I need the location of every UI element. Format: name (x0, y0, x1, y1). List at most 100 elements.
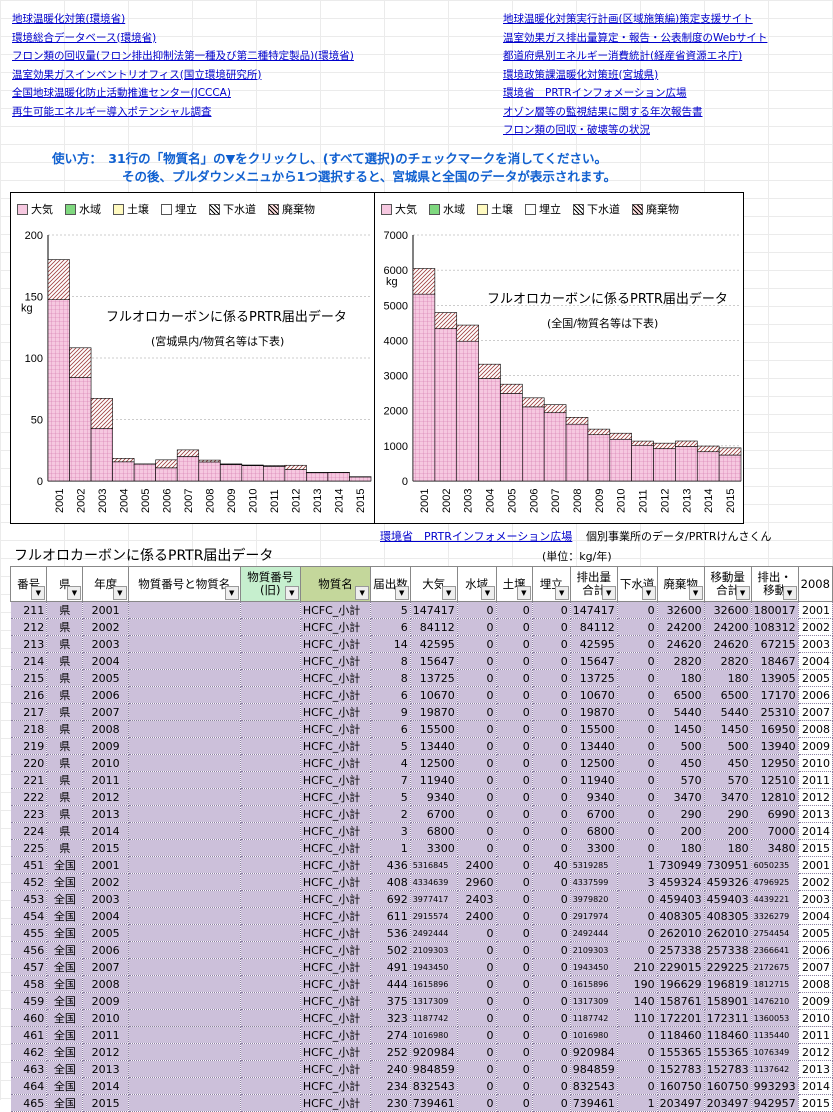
table-cell[interactable]: 152783 (657, 1061, 704, 1078)
table-cell[interactable]: 2109303 (570, 942, 617, 959)
table-cell[interactable]: 730949 (657, 857, 704, 874)
table-cell[interactable]: HCFC_小計 (300, 1027, 370, 1044)
table-cell[interactable]: 118460 (657, 1027, 704, 1044)
table-cell[interactable] (240, 772, 300, 789)
table-cell[interactable]: 692 (371, 891, 411, 908)
table-cell[interactable]: HCFC_小計 (300, 755, 370, 772)
table-cell[interactable]: 220 (11, 755, 47, 772)
table-cell[interactable]: 県 (47, 636, 83, 653)
table-cell[interactable]: 2820 (704, 653, 751, 670)
table-cell[interactable]: 6 (371, 619, 411, 636)
table-cell[interactable]: 0 (496, 874, 532, 891)
table-cell[interactable]: 0 (617, 840, 657, 857)
table-cell[interactable]: 7 (371, 772, 411, 789)
table-cell[interactable]: 32600 (657, 602, 704, 619)
table-cell[interactable] (128, 636, 240, 653)
table-cell[interactable]: 2012 (83, 789, 128, 806)
table-cell[interactable]: 190 (617, 976, 657, 993)
table-cell[interactable]: 県 (47, 704, 83, 721)
table-cell[interactable]: 0 (496, 1027, 532, 1044)
table-cell[interactable]: 0 (532, 636, 570, 653)
table-cell[interactable] (240, 653, 300, 670)
table-cell[interactable]: 2001 (83, 602, 128, 619)
table-cell[interactable]: 0 (532, 1061, 570, 1078)
table-cell[interactable]: 0 (532, 704, 570, 721)
table-cell[interactable]: 2001 (798, 602, 832, 619)
table-cell[interactable]: 2014 (83, 1078, 128, 1095)
table-cell[interactable]: 0 (532, 959, 570, 976)
table-cell[interactable]: 0 (496, 976, 532, 993)
table-cell[interactable]: 0 (457, 738, 496, 755)
table-cell[interactable]: 0 (532, 1095, 570, 1112)
table-cell[interactable]: 4334639 (410, 874, 457, 891)
table-cell[interactable]: HCFC_小計 (300, 823, 370, 840)
table-cell[interactable]: 12510 (751, 772, 798, 789)
table-cell[interactable]: 920984 (570, 1044, 617, 1061)
table-cell[interactable] (240, 959, 300, 976)
table-cell[interactable]: 3977417 (410, 891, 457, 908)
table-cell[interactable]: 0 (617, 704, 657, 721)
table-cell[interactable]: 229225 (704, 959, 751, 976)
table-cell[interactable]: 5 (371, 602, 411, 619)
table-cell[interactable]: HCFC_小計 (300, 959, 370, 976)
table-cell[interactable]: 455 (11, 925, 47, 942)
table-cell[interactable]: 0 (617, 602, 657, 619)
table-cell[interactable]: 0 (617, 806, 657, 823)
table-cell[interactable]: 全国 (47, 1095, 83, 1112)
table-cell[interactable]: HCFC_小計 (300, 1078, 370, 1095)
table-cell[interactable]: 1 (371, 840, 411, 857)
table-cell[interactable]: 17170 (751, 687, 798, 704)
table-cell[interactable]: 1 (617, 1095, 657, 1112)
table-cell[interactable]: 2003 (798, 891, 832, 908)
table-cell[interactable] (128, 806, 240, 823)
column-header[interactable]: 排出・ 移動▼ (751, 567, 798, 602)
filter-dropdown-icon[interactable]: ▼ (736, 586, 750, 600)
table-cell[interactable]: HCFC_小計 (300, 874, 370, 891)
table-cell[interactable]: 13725 (570, 670, 617, 687)
table-cell[interactable]: 203497 (704, 1095, 751, 1112)
table-cell[interactable]: 2492444 (570, 925, 617, 942)
table-cell[interactable]: 0 (496, 908, 532, 925)
table-cell[interactable]: 1360053 (751, 1010, 798, 1027)
filter-dropdown-icon[interactable]: ▼ (689, 586, 703, 600)
table-cell[interactable]: 2007 (798, 959, 832, 976)
table-cell[interactable]: 210 (617, 959, 657, 976)
table-cell[interactable]: HCFC_小計 (300, 976, 370, 993)
table-cell[interactable]: 408305 (657, 908, 704, 925)
table-cell[interactable]: 1812715 (751, 976, 798, 993)
table-cell[interactable]: 12950 (751, 755, 798, 772)
table-cell[interactable]: 0 (457, 823, 496, 840)
table-cell[interactable]: 1615896 (410, 976, 457, 993)
table-cell[interactable]: 0 (496, 619, 532, 636)
filter-dropdown-icon[interactable]: ▼ (442, 586, 456, 600)
table-cell[interactable]: 196629 (657, 976, 704, 993)
table-cell[interactable]: 2010 (798, 755, 832, 772)
table-cell[interactable] (240, 840, 300, 857)
table-cell[interactable]: 2006 (83, 942, 128, 959)
table-cell[interactable] (128, 687, 240, 704)
table-cell[interactable] (240, 619, 300, 636)
table-cell[interactable]: 1135440 (751, 1027, 798, 1044)
table-cell[interactable]: 0 (496, 636, 532, 653)
table-cell[interactable]: 1137642 (751, 1061, 798, 1078)
table-cell[interactable]: 13440 (410, 738, 457, 755)
table-cell[interactable]: 444 (371, 976, 411, 993)
table-cell[interactable]: 1476210 (751, 993, 798, 1010)
table-cell[interactable]: 0 (457, 942, 496, 959)
table-cell[interactable]: 172311 (704, 1010, 751, 1027)
table-cell[interactable] (128, 1078, 240, 1095)
table-cell[interactable]: 200 (657, 823, 704, 840)
table-cell[interactable]: 0 (532, 755, 570, 772)
table-cell[interactable]: 24620 (657, 636, 704, 653)
table-cell[interactable]: 0 (496, 1044, 532, 1061)
table-cell[interactable]: 155365 (657, 1044, 704, 1061)
table-cell[interactable]: 0 (496, 653, 532, 670)
link-item[interactable]: 再生可能エネルギー導入ポテンシャル調査 (12, 103, 354, 122)
table-cell[interactable] (128, 1044, 240, 1061)
table-cell[interactable]: 4337599 (570, 874, 617, 891)
table-cell[interactable]: 2008 (83, 721, 128, 738)
table-cell[interactable]: 5 (371, 738, 411, 755)
table-cell[interactable]: 0 (617, 1078, 657, 1095)
table-cell[interactable]: HCFC_小計 (300, 891, 370, 908)
table-cell[interactable]: 3 (371, 823, 411, 840)
